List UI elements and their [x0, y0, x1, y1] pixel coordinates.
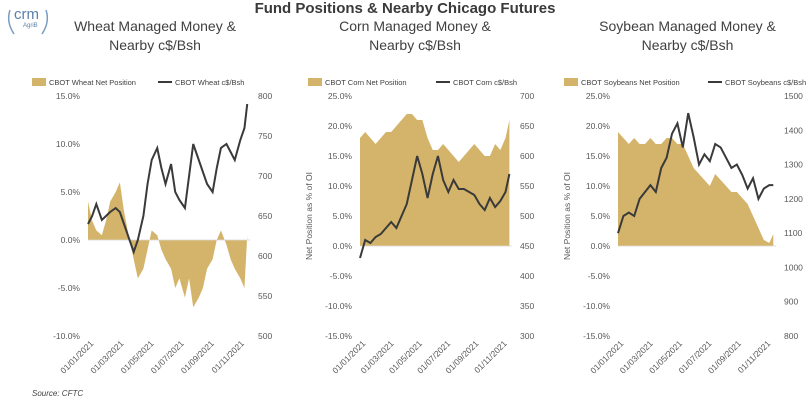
net-position-area — [360, 114, 510, 246]
y-right-tick-label: 700 — [258, 171, 272, 181]
y-left-tick-label: 15.0% — [586, 151, 611, 161]
corn-chart: CBOT Corn Net Position CBOT Corn c$/Bsh 25… — [304, 78, 534, 375]
y-left-tick-label: -10.0% — [53, 331, 80, 341]
y-left-tick-label: 10.0% — [56, 139, 81, 149]
logo: crm AgriB — [4, 4, 52, 38]
legend-area-label: CBOT Wheat Net Position — [49, 78, 136, 87]
source-note: Source: CFTC — [32, 389, 84, 398]
logo-text: crm — [14, 6, 39, 23]
chart-title-corn: Corn Managed Money & Nearby c$/Bsh — [300, 17, 530, 55]
y-right-tick-label: 400 — [520, 271, 534, 281]
y-right-tick-label: 1100 — [784, 228, 803, 238]
y-left-tick-label: -5.0% — [58, 283, 81, 293]
legend-area-label: CBOT Corn Net Position — [325, 78, 407, 87]
y-left-tick-label: 0.0% — [61, 235, 81, 245]
page-title: Fund Positions & Nearby Chicago Futures — [254, 0, 556, 17]
y-right-tick-label: 1400 — [784, 125, 803, 135]
y-right-tick-label: 550 — [258, 291, 272, 301]
y-left-tick-label: -5.0% — [330, 271, 353, 281]
soybean-chart: CBOT Soybeans Net Position CBOT Soybeans … — [562, 78, 806, 375]
price-line — [359, 155, 511, 259]
chart-title-line2: Nearby c$/Bsh — [369, 37, 461, 53]
y-left-tick-label: 15.0% — [56, 91, 81, 101]
legend-line-label: CBOT Wheat c$/Bsh — [175, 78, 244, 87]
price-line — [87, 103, 249, 256]
y-left-tick-label: 25.0% — [586, 91, 611, 101]
y-left-tick-label: 5.0% — [61, 187, 81, 197]
chart-title-line1: Corn Managed Money & — [339, 18, 491, 34]
y-left-tick-label: 10.0% — [328, 181, 353, 191]
y-right-tick-label: 300 — [520, 331, 534, 341]
legend-area-swatch — [308, 78, 322, 86]
y-left-tick-label: 20.0% — [586, 121, 611, 131]
y-right-tick-label: 900 — [784, 297, 798, 307]
y-right-tick-label: 500 — [258, 331, 272, 341]
y-left-tick-label: 25.0% — [328, 91, 353, 101]
x-tick-label: 01/11/2021 — [209, 338, 246, 375]
y-left-tick-label: 0.0% — [591, 241, 611, 251]
y-right-tick-label: 1300 — [784, 160, 803, 170]
chart-title-line2: Nearby c$/Bsh — [109, 37, 201, 53]
chart-title-soybean: Soybean Managed Money & Nearby c$/Bsh — [565, 17, 810, 55]
y-left-tick-label: -5.0% — [588, 271, 611, 281]
y-left-tick-label: 10.0% — [586, 181, 611, 191]
y-right-tick-label: 650 — [520, 121, 534, 131]
logo-subtext: AgriB — [23, 23, 38, 29]
chart-title-line1: Soybean Managed Money & — [599, 18, 776, 34]
y-left-tick-label: 5.0% — [591, 211, 611, 221]
y-left-tick-label: -10.0% — [325, 301, 352, 311]
y-right-tick-label: 350 — [520, 301, 534, 311]
legend-line-label: CBOT Soybeans c$/Bsh — [725, 78, 806, 87]
wheat-chart: CBOT Wheat Net Position CBOT Wheat c$/Bsh… — [32, 78, 272, 375]
net-position-area — [618, 132, 774, 246]
laurel-icon — [7, 9, 49, 35]
y-right-tick-label: 800 — [784, 331, 798, 341]
y-right-tick-label: 600 — [258, 251, 272, 261]
y-right-tick-label: 1000 — [784, 262, 803, 272]
y-left-tick-label: -15.0% — [583, 331, 610, 341]
y-left-tick-label: 0.0% — [333, 241, 353, 251]
price-line — [617, 112, 774, 234]
y-right-tick-label: 650 — [258, 211, 272, 221]
y-right-tick-label: 1200 — [784, 194, 803, 204]
y-right-tick-label: 500 — [520, 211, 534, 221]
y-right-tick-label: 700 — [520, 91, 534, 101]
y-left-tick-label: -10.0% — [583, 301, 610, 311]
y-left-tick-label: -15.0% — [325, 331, 352, 341]
chart-title-line1: Wheat Managed Money & — [74, 18, 236, 34]
y-right-tick-label: 800 — [258, 91, 272, 101]
legend-line-label: CBOT Corn c$/Bsh — [453, 78, 517, 87]
y-axis-label: Net Position as % of OI — [562, 172, 572, 260]
legend-area-label: CBOT Soybeans Net Position — [581, 78, 680, 87]
y-axis-label: Net Position as % of OI — [304, 172, 314, 260]
legend-area-swatch — [564, 78, 578, 86]
chart-title-line2: Nearby c$/Bsh — [641, 37, 734, 53]
y-right-tick-label: 750 — [258, 131, 272, 141]
y-left-tick-label: 15.0% — [328, 151, 353, 161]
y-right-tick-label: 550 — [520, 181, 534, 191]
y-right-tick-label: 1500 — [784, 91, 803, 101]
y-right-tick-label: 600 — [520, 151, 534, 161]
chart-title-wheat: Wheat Managed Money & Nearby c$/Bsh — [40, 17, 270, 55]
net-position-area — [88, 182, 248, 308]
y-right-tick-label: 450 — [520, 241, 534, 251]
y-left-tick-label: 20.0% — [328, 121, 353, 131]
y-left-tick-label: 5.0% — [333, 211, 353, 221]
legend-area-swatch — [32, 78, 46, 86]
